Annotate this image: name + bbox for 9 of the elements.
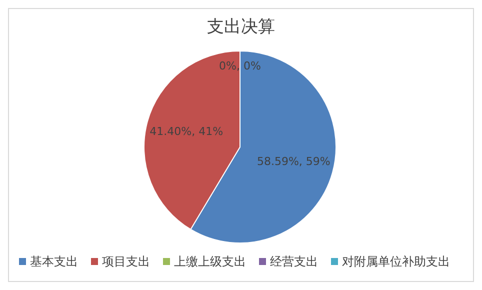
data-label: 41.40%, 41% [150, 125, 224, 138]
legend-label: 对附属单位补助支出 [342, 254, 450, 268]
data-label: 58.59%, 59% [256, 154, 330, 168]
legend-label: 基本支出 [30, 254, 78, 268]
legend-label: 经营支出 [270, 254, 318, 268]
legend-label: 项目支出 [102, 254, 150, 268]
legend-label: 上缴上级支出 [174, 254, 246, 268]
text: 0%, 0% [219, 59, 261, 72]
chart-title: 支出决算 [207, 17, 275, 37]
